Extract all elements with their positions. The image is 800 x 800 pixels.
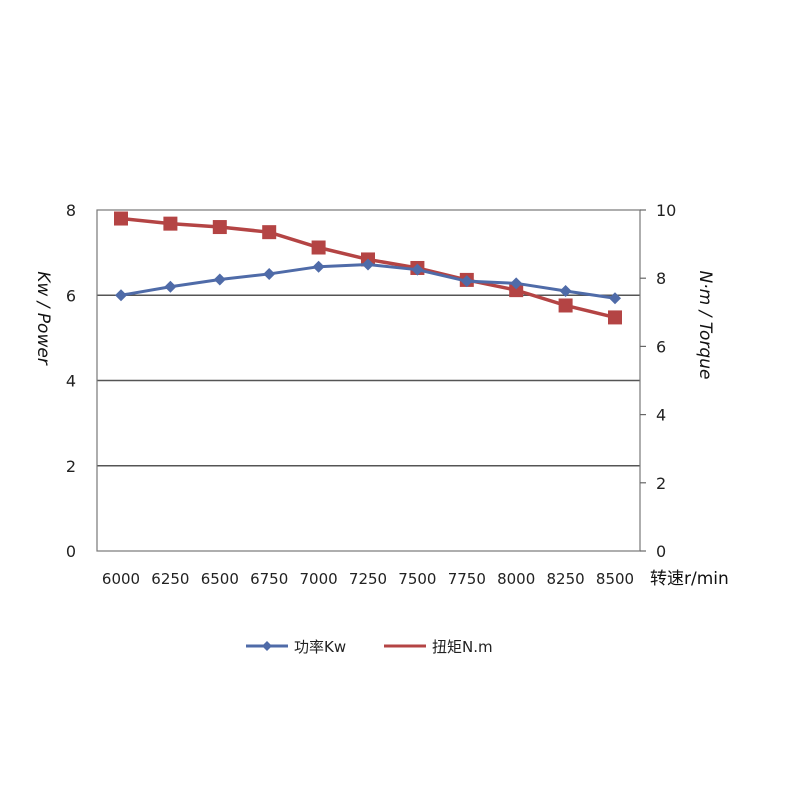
power-point-2 <box>213 273 226 286</box>
torque-point-8 <box>509 283 524 298</box>
y-left-tick-label-2: 4 <box>66 372 76 391</box>
torque-point-3 <box>262 225 277 240</box>
legend-power-marker-icon <box>262 641 272 651</box>
y-right-tick-label-3: 6 <box>656 337 666 356</box>
y-left-tick-label-3: 6 <box>66 286 76 305</box>
x-tick-label-3: 6750 <box>250 570 288 588</box>
power-point-10 <box>609 292 621 305</box>
grid-lines <box>97 294 640 467</box>
y-left-tick-label-4: 8 <box>66 201 76 220</box>
power-point-1 <box>164 280 177 293</box>
torque-point-0 <box>114 211 128 226</box>
y-right-tick-label-1: 2 <box>656 474 666 493</box>
power-point-3 <box>263 267 276 280</box>
axes <box>96 209 641 552</box>
series-layer <box>114 211 622 325</box>
torque-point-9 <box>558 298 573 313</box>
y-right-tick-label-4: 8 <box>656 269 666 288</box>
x-tick-label-8: 8000 <box>497 570 535 588</box>
legend-item-torque: 扭矩N.m <box>384 638 493 656</box>
x-tick-label-7: 7750 <box>448 570 486 588</box>
torque-point-4 <box>311 240 326 255</box>
y-right-tick-label-5: 10 <box>656 201 676 220</box>
x-tick-label-10: 8500 <box>596 570 634 588</box>
power-point-4 <box>312 260 325 273</box>
x-axis-ticks: 6000 6250 6500 6750 7000 7250 7500 7750 8000 8250… <box>102 570 634 588</box>
plot-frame <box>96 209 641 552</box>
power-point-9 <box>559 284 572 297</box>
x-tick-label-5: 7250 <box>349 570 387 588</box>
y-axis-right-label: N·m / Torque <box>695 271 715 380</box>
y-right-tick-label-0: 0 <box>656 542 666 561</box>
x-tick-label-4: 7000 <box>300 570 338 588</box>
legend-item-power: 功率Kw <box>246 638 346 656</box>
y-axis-left-ticks: 0 2 4 6 8 <box>66 201 76 561</box>
torque-point-1 <box>163 216 178 231</box>
y-left-tick-label-1: 2 <box>66 457 76 476</box>
legend-torque-label: 扭矩N.m <box>432 638 493 656</box>
power-point-5 <box>362 258 374 271</box>
x-tick-label-9: 8250 <box>547 570 585 588</box>
x-tick-label-6: 7500 <box>398 570 436 588</box>
y-left-tick-label-0: 0 <box>66 542 76 561</box>
power-point-7 <box>460 275 473 288</box>
power-point-6 <box>411 263 424 276</box>
y-right-tick-label-2: 4 <box>656 406 666 425</box>
legend-power-label: 功率Kw <box>294 638 346 656</box>
x-axis-label: 转速r/min <box>650 569 729 589</box>
power-point-8 <box>510 277 523 290</box>
power-point-0 <box>115 289 127 302</box>
legend: 功率Kw 扭矩N.m <box>246 638 493 656</box>
torque-point-2 <box>212 220 227 235</box>
y-axis-left-label: Kw / Power <box>33 271 53 366</box>
x-tick-label-0: 6000 <box>102 570 140 588</box>
y-axis-right-ticks: 0 2 4 6 8 10 <box>640 201 676 561</box>
x-tick-label-2: 6500 <box>201 570 239 588</box>
x-tick-label-1: 6250 <box>151 570 189 588</box>
torque-point-10 <box>608 310 622 325</box>
